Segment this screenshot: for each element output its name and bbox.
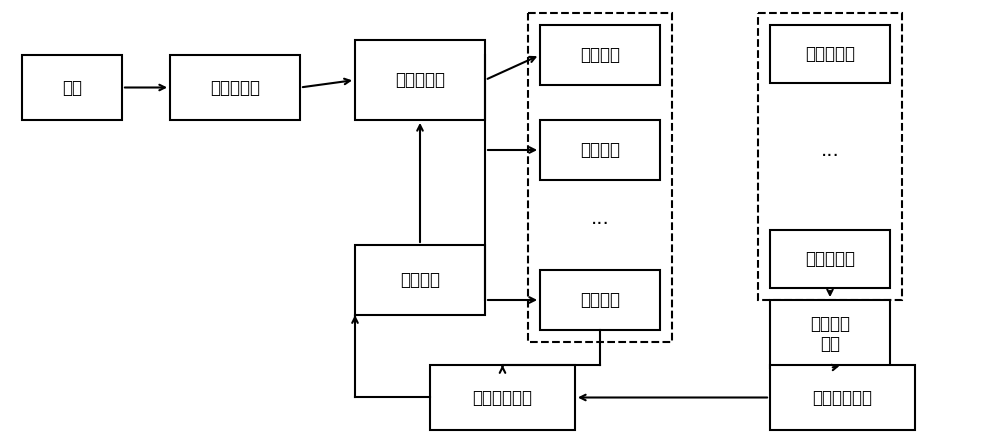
Text: ···: ··· xyxy=(591,215,609,234)
Bar xyxy=(355,40,485,120)
Text: 微波信号源: 微波信号源 xyxy=(210,78,260,96)
Text: 第一通信模块: 第一通信模块 xyxy=(473,388,532,406)
Text: 市电: 市电 xyxy=(62,78,82,96)
Text: 发射天线: 发射天线 xyxy=(580,46,620,64)
Bar xyxy=(770,25,890,83)
Bar xyxy=(430,365,575,430)
Bar xyxy=(758,13,902,300)
Bar xyxy=(170,55,300,120)
Text: 功率放大器: 功率放大器 xyxy=(395,71,445,89)
Text: 第二通信模块: 第二通信模块 xyxy=(812,388,872,406)
Bar xyxy=(528,13,672,342)
Bar xyxy=(540,120,660,180)
Text: ···: ··· xyxy=(821,147,839,166)
Bar xyxy=(22,55,122,120)
Bar xyxy=(540,25,660,85)
Text: 待充电设备: 待充电设备 xyxy=(805,45,855,63)
Text: 控制模块: 控制模块 xyxy=(400,271,440,289)
Text: 发射天线: 发射天线 xyxy=(580,141,620,159)
Text: 待充电设备: 待充电设备 xyxy=(805,250,855,268)
Bar xyxy=(770,300,890,368)
Bar xyxy=(770,230,890,288)
Text: 发射天线: 发射天线 xyxy=(580,291,620,309)
Text: 数据采集
模块: 数据采集 模块 xyxy=(810,314,850,353)
Bar xyxy=(770,365,915,430)
Bar xyxy=(540,270,660,330)
Bar xyxy=(355,245,485,315)
